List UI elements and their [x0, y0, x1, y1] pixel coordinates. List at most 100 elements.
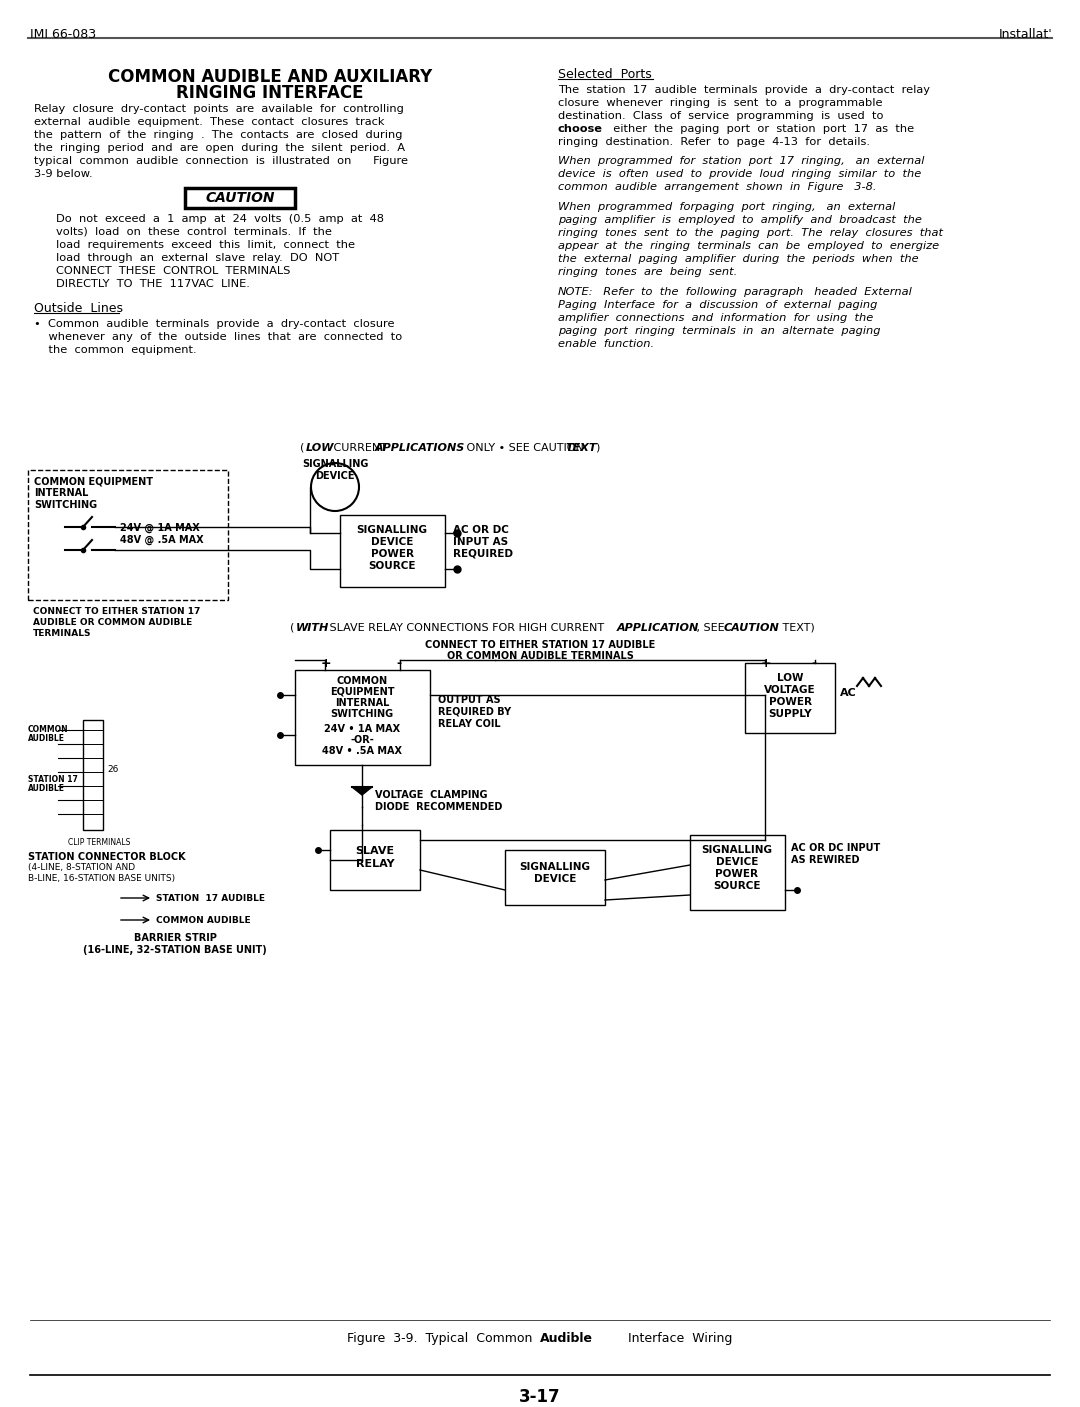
- Text: COMMON EQUIPMENT: COMMON EQUIPMENT: [33, 476, 153, 485]
- Text: common  audible  arrangement  shown  in  Figure   3-8.: common audible arrangement shown in Figu…: [558, 182, 877, 191]
- Text: SUPPLY: SUPPLY: [768, 709, 812, 719]
- Bar: [83, 720, 103, 830]
- Text: choose: choose: [558, 124, 603, 134]
- Text: , SEE: , SEE: [693, 623, 728, 633]
- Text: 3-9 below.: 3-9 below.: [33, 169, 93, 179]
- Text: (: (: [300, 443, 305, 453]
- Text: IMI 66-083: IMI 66-083: [30, 28, 96, 41]
- Text: LOW: LOW: [777, 673, 804, 682]
- Text: 24V @ 1A MAX: 24V @ 1A MAX: [120, 523, 200, 533]
- Text: INPUT AS: INPUT AS: [453, 537, 508, 547]
- Text: CAUTION: CAUTION: [205, 191, 274, 205]
- Text: COMMON: COMMON: [28, 725, 69, 734]
- Circle shape: [311, 463, 359, 511]
- Text: INTERNAL: INTERNAL: [33, 488, 89, 498]
- Text: REQUIRED: REQUIRED: [453, 549, 513, 559]
- Text: BARRIER STRIP: BARRIER STRIP: [134, 933, 216, 943]
- Text: ): ): [595, 443, 599, 453]
- Text: SIGNALLING: SIGNALLING: [702, 846, 772, 855]
- Text: appear  at  the  ringing  terminals  can  be  employed  to  energize: appear at the ringing terminals can be e…: [558, 241, 940, 250]
- Text: Paging  Interface  for  a  discussion  of  external  paging: Paging Interface for a discussion of ext…: [558, 300, 877, 310]
- Text: CONNECT TO EITHER STATION 17 AUDIBLE: CONNECT TO EITHER STATION 17 AUDIBLE: [424, 640, 656, 650]
- Text: POWER: POWER: [370, 549, 414, 559]
- Text: POWER: POWER: [769, 696, 811, 706]
- Text: (16-LINE, 32-STATION BASE UNIT): (16-LINE, 32-STATION BASE UNIT): [83, 946, 267, 955]
- Text: AC OR DC INPUT: AC OR DC INPUT: [791, 843, 880, 853]
- Text: AUDIBLE OR COMMON AUDIBLE: AUDIBLE OR COMMON AUDIBLE: [33, 618, 192, 628]
- Text: DEVICE: DEVICE: [315, 471, 354, 481]
- Text: Relay  closure  dry-contact  points  are  available  for  controlling: Relay closure dry-contact points are ava…: [33, 104, 404, 114]
- Text: SIGNALLING: SIGNALLING: [356, 525, 428, 535]
- Text: load  through  an  external  slave  relay.  DO  NOT: load through an external slave relay. DO…: [56, 253, 339, 263]
- Text: destination.  Class  of  service  programming  is  used  to: destination. Class of service programmin…: [558, 111, 883, 121]
- Text: AUDIBLE: AUDIBLE: [28, 784, 65, 794]
- Text: COMMON: COMMON: [337, 675, 388, 687]
- Text: (: (: [291, 623, 295, 633]
- Text: COMMON AUDIBLE: COMMON AUDIBLE: [156, 916, 251, 924]
- Bar: [28, 470, 228, 599]
- Text: volts)  load  on  these  control  terminals.  If  the: volts) load on these control terminals. …: [56, 227, 332, 236]
- Text: paging  port  ringing  terminals  in  an  alternate  paging: paging port ringing terminals in an alte…: [558, 326, 880, 336]
- Text: LOW: LOW: [306, 443, 335, 453]
- Text: The  station  17  audible  terminals  provide  a  dry-contact  relay: The station 17 audible terminals provide…: [558, 84, 930, 96]
- Text: Selected  Ports: Selected Ports: [558, 68, 651, 82]
- Text: CONNECT  THESE  CONTROL  TERMINALS: CONNECT THESE CONTROL TERMINALS: [56, 266, 291, 276]
- Text: SIGNALLING: SIGNALLING: [301, 459, 368, 469]
- Text: VOLTAGE  CLAMPING: VOLTAGE CLAMPING: [375, 789, 487, 801]
- Text: CAUTION: CAUTION: [724, 623, 780, 633]
- Text: NOTE:: NOTE:: [558, 287, 594, 297]
- Text: 26: 26: [107, 765, 119, 774]
- Text: Figure  3-9.  Typical  Common: Figure 3-9. Typical Common: [347, 1332, 540, 1345]
- Text: enable  function.: enable function.: [558, 339, 654, 349]
- Bar: [340, 515, 445, 587]
- Text: CONNECT TO EITHER STATION 17: CONNECT TO EITHER STATION 17: [33, 606, 201, 616]
- Bar: [330, 830, 420, 891]
- Text: ringing  tones  are  being  sent.: ringing tones are being sent.: [558, 267, 738, 277]
- Text: STATION CONNECTOR BLOCK: STATION CONNECTOR BLOCK: [28, 853, 186, 862]
- Text: POWER: POWER: [715, 870, 758, 879]
- Text: APPLICATION: APPLICATION: [617, 623, 699, 633]
- Text: the  external  paging  amplifier  during  the  periods  when  the: the external paging amplifier during the…: [558, 255, 919, 265]
- Text: AC OR DC: AC OR DC: [453, 525, 509, 535]
- Text: Do  not  exceed  a  1  amp  at  24  volts  (0.5  amp  at  48: Do not exceed a 1 amp at 24 volts (0.5 a…: [56, 214, 384, 224]
- Text: Installat': Installat': [998, 28, 1052, 41]
- Text: REQUIRED BY: REQUIRED BY: [438, 706, 511, 718]
- Text: INTERNAL: INTERNAL: [335, 698, 389, 708]
- Text: external  audible  equipment.  These  contact  closures  track: external audible equipment. These contac…: [33, 117, 384, 127]
- Text: ringing  destination.  Refer  to  page  4-13  for  details.: ringing destination. Refer to page 4-13 …: [558, 136, 870, 146]
- Text: ringing  tones  sent  to  the  paging  port.  The  relay  closures  that: ringing tones sent to the paging port. T…: [558, 228, 943, 238]
- Text: TERMINALS: TERMINALS: [33, 629, 92, 637]
- Text: When  programmed  forpaging  port  ringing,   an  external: When programmed forpaging port ringing, …: [558, 203, 895, 212]
- Text: Refer  to  the  following  paragraph   headed  External: Refer to the following paragraph headed …: [596, 287, 912, 297]
- Text: Outside  Lines: Outside Lines: [33, 303, 123, 315]
- Text: DIODE  RECOMMENDED: DIODE RECOMMENDED: [375, 802, 502, 812]
- Text: -: -: [811, 657, 816, 670]
- Text: 3-17: 3-17: [519, 1387, 561, 1406]
- Text: B-LINE, 16-STATION BASE UNITS): B-LINE, 16-STATION BASE UNITS): [28, 874, 175, 884]
- Text: DIRECTLY  TO  THE  117VAC  LINE.: DIRECTLY TO THE 117VAC LINE.: [56, 279, 249, 288]
- Text: 48V • .5A MAX: 48V • .5A MAX: [322, 746, 402, 756]
- Text: WITH: WITH: [296, 623, 329, 633]
- Text: TEXT: TEXT: [565, 443, 596, 453]
- Text: RELAY COIL: RELAY COIL: [438, 719, 501, 729]
- Text: When  programmed  for  station  port  17  ringing,   an  external: When programmed for station port 17 ring…: [558, 156, 924, 166]
- Bar: [185, 189, 295, 208]
- Bar: [295, 670, 430, 765]
- Text: 24V • 1A MAX: 24V • 1A MAX: [324, 725, 400, 734]
- Text: OR COMMON AUDIBLE TERMINALS: OR COMMON AUDIBLE TERMINALS: [446, 651, 634, 661]
- Text: either  the  paging  port  or  station  port  17  as  the: either the paging port or station port 1…: [606, 124, 914, 134]
- Text: SLAVE RELAY CONNECTIONS FOR HIGH CURRENT: SLAVE RELAY CONNECTIONS FOR HIGH CURRENT: [326, 623, 608, 633]
- Text: SOURCE: SOURCE: [713, 881, 760, 891]
- Text: EQUIPMENT: EQUIPMENT: [329, 687, 394, 696]
- Text: the  common  equipment.: the common equipment.: [33, 345, 197, 355]
- Text: SOURCE: SOURCE: [368, 561, 416, 571]
- Text: CURRENT: CURRENT: [330, 443, 391, 453]
- Text: +: +: [761, 657, 771, 670]
- Text: AUDIBLE: AUDIBLE: [28, 734, 65, 743]
- Text: STATION 17: STATION 17: [28, 775, 78, 784]
- Text: Audible: Audible: [540, 1332, 593, 1345]
- Text: -OR-: -OR-: [350, 734, 374, 744]
- Text: SWITCHING: SWITCHING: [33, 499, 97, 509]
- Text: load  requirements  exceed  this  limit,  connect  the: load requirements exceed this limit, con…: [56, 241, 355, 250]
- Text: APPLICATIONS: APPLICATIONS: [375, 443, 465, 453]
